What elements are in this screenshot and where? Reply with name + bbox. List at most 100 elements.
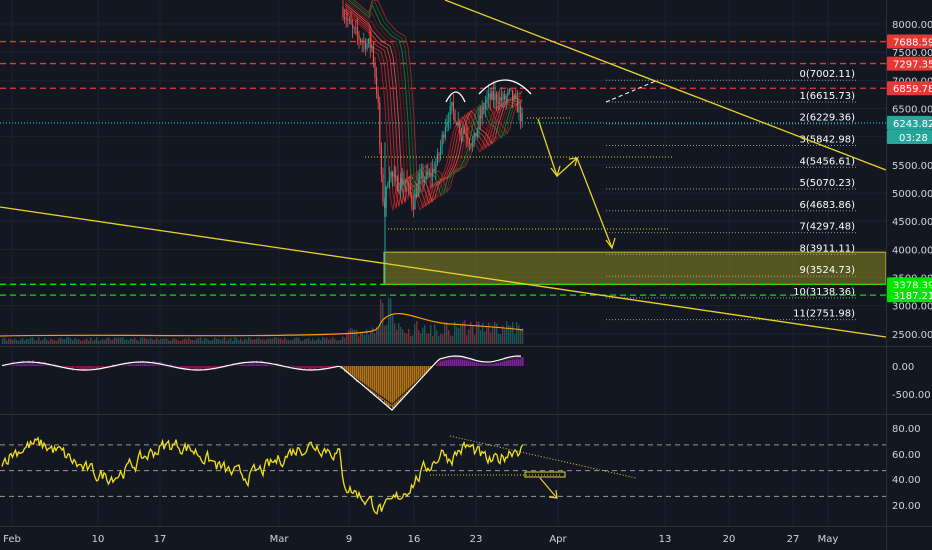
rsi-line[interactable] <box>1 436 524 515</box>
volume-bar <box>72 340 74 344</box>
volume-bar <box>384 325 386 344</box>
volume-bar <box>370 330 372 344</box>
candle-body <box>352 24 354 28</box>
long-trendline[interactable] <box>0 206 887 338</box>
candle-body <box>507 91 509 97</box>
countdown-tag[interactable] <box>887 130 932 144</box>
volume-bar <box>166 338 168 344</box>
osc-bar <box>360 366 362 384</box>
volume-bar <box>380 299 382 344</box>
volume-bar <box>146 338 148 344</box>
osc-bar <box>438 360 440 366</box>
osc-bar <box>428 366 430 371</box>
osc-bar <box>154 361 156 366</box>
volume-bar <box>510 325 512 344</box>
candle-body <box>369 38 371 48</box>
volume-bar <box>190 339 192 344</box>
rsi-panel[interactable]: 80.00 60.00 40.00 20.00 <box>0 424 921 515</box>
osc-bar <box>356 366 358 382</box>
osc-bar <box>444 358 446 366</box>
arrow-head[interactable] <box>605 237 616 250</box>
osc-bar <box>302 366 304 369</box>
osc-bar <box>34 363 36 366</box>
projection-dashed-path[interactable] <box>605 79 659 103</box>
candle-body <box>358 34 360 40</box>
candle-body <box>412 204 414 210</box>
candle-body <box>428 172 430 175</box>
price-level-tag[interactable] <box>887 56 932 71</box>
volume-bar <box>406 333 408 344</box>
candle-body <box>409 184 411 195</box>
volume-bar <box>378 326 380 344</box>
volume-bar <box>334 338 336 344</box>
osc-bar <box>504 359 506 366</box>
arrow-head[interactable] <box>550 165 561 178</box>
osc-bar <box>36 364 38 366</box>
candle-body <box>462 131 464 134</box>
descending-trendline[interactable] <box>444 0 887 171</box>
volume-bar <box>44 337 46 344</box>
osc-bar <box>206 366 208 370</box>
price-level-tag[interactable] <box>887 81 932 96</box>
volume-bar <box>92 340 94 344</box>
head-arc[interactable] <box>478 79 532 95</box>
volume-bar <box>162 338 164 344</box>
osc-bar <box>418 366 420 381</box>
candle-body <box>472 142 474 147</box>
rsi-box[interactable] <box>524 471 566 478</box>
rsi-arrow[interactable] <box>539 477 558 499</box>
volume-bar <box>508 325 510 344</box>
price-level-tag[interactable] <box>887 115 932 130</box>
osc-bar <box>342 366 344 368</box>
osc-bar <box>474 360 476 366</box>
volume-bar <box>360 331 362 344</box>
volume-bar <box>492 325 494 344</box>
volume-bar <box>516 322 518 344</box>
volume-bar <box>202 340 204 344</box>
candle-body <box>480 116 482 119</box>
volume-bar <box>206 338 208 344</box>
ma-ribbon-line <box>347 0 523 197</box>
volume-bar <box>444 323 446 344</box>
candle-body <box>414 193 416 210</box>
price-level-tag[interactable] <box>887 34 932 49</box>
osc-bar <box>414 366 416 386</box>
osc-bar <box>88 366 90 369</box>
osc-bar <box>426 366 428 373</box>
volume-bar <box>456 327 458 344</box>
price-level-tag[interactable] <box>887 277 932 292</box>
ma-ribbon-line <box>353 0 523 193</box>
candle-body <box>440 146 442 156</box>
fib-level-label: 5(5070.23) <box>799 178 855 189</box>
volume-bar <box>136 340 138 344</box>
price-level-tag[interactable] <box>887 288 932 303</box>
projection-path[interactable] <box>537 118 613 249</box>
osc-bar <box>216 366 218 369</box>
osc-bar <box>382 366 384 401</box>
arrow-head[interactable] <box>568 157 578 167</box>
osc-bar <box>204 366 206 370</box>
volume-bar <box>418 330 420 344</box>
candle-body <box>360 39 362 42</box>
oscillator-panel[interactable]: 0.00 -500.00 <box>1 355 931 411</box>
arrow-head[interactable] <box>548 489 558 499</box>
osc-bar <box>292 366 294 369</box>
volume-bar <box>464 320 466 344</box>
volume-bar <box>430 325 432 344</box>
volume-bar <box>482 322 484 344</box>
price-axis[interactable]: 8000.007500.007000.006500.006000.005500.… <box>887 20 932 341</box>
osc-bar <box>192 366 194 369</box>
volume-bar <box>366 329 368 344</box>
volume-bar <box>90 337 92 344</box>
osc-bar <box>184 366 186 371</box>
volume-bar <box>276 337 278 344</box>
osc-bar <box>512 357 514 366</box>
volume-bar <box>8 338 10 344</box>
time-axis[interactable]: Feb 10 17 Mar 9 16 23 Apr 13 20 27 May <box>3 534 838 545</box>
volume-bar <box>470 322 472 344</box>
volume-bar <box>374 333 376 344</box>
osc-bar <box>46 363 48 366</box>
shoulder-arc[interactable] <box>445 91 466 103</box>
price-panel[interactable]: 0(7002.11) 1(6615.73) 2(6229.36) 3(5842.98)… <box>0 0 887 526</box>
